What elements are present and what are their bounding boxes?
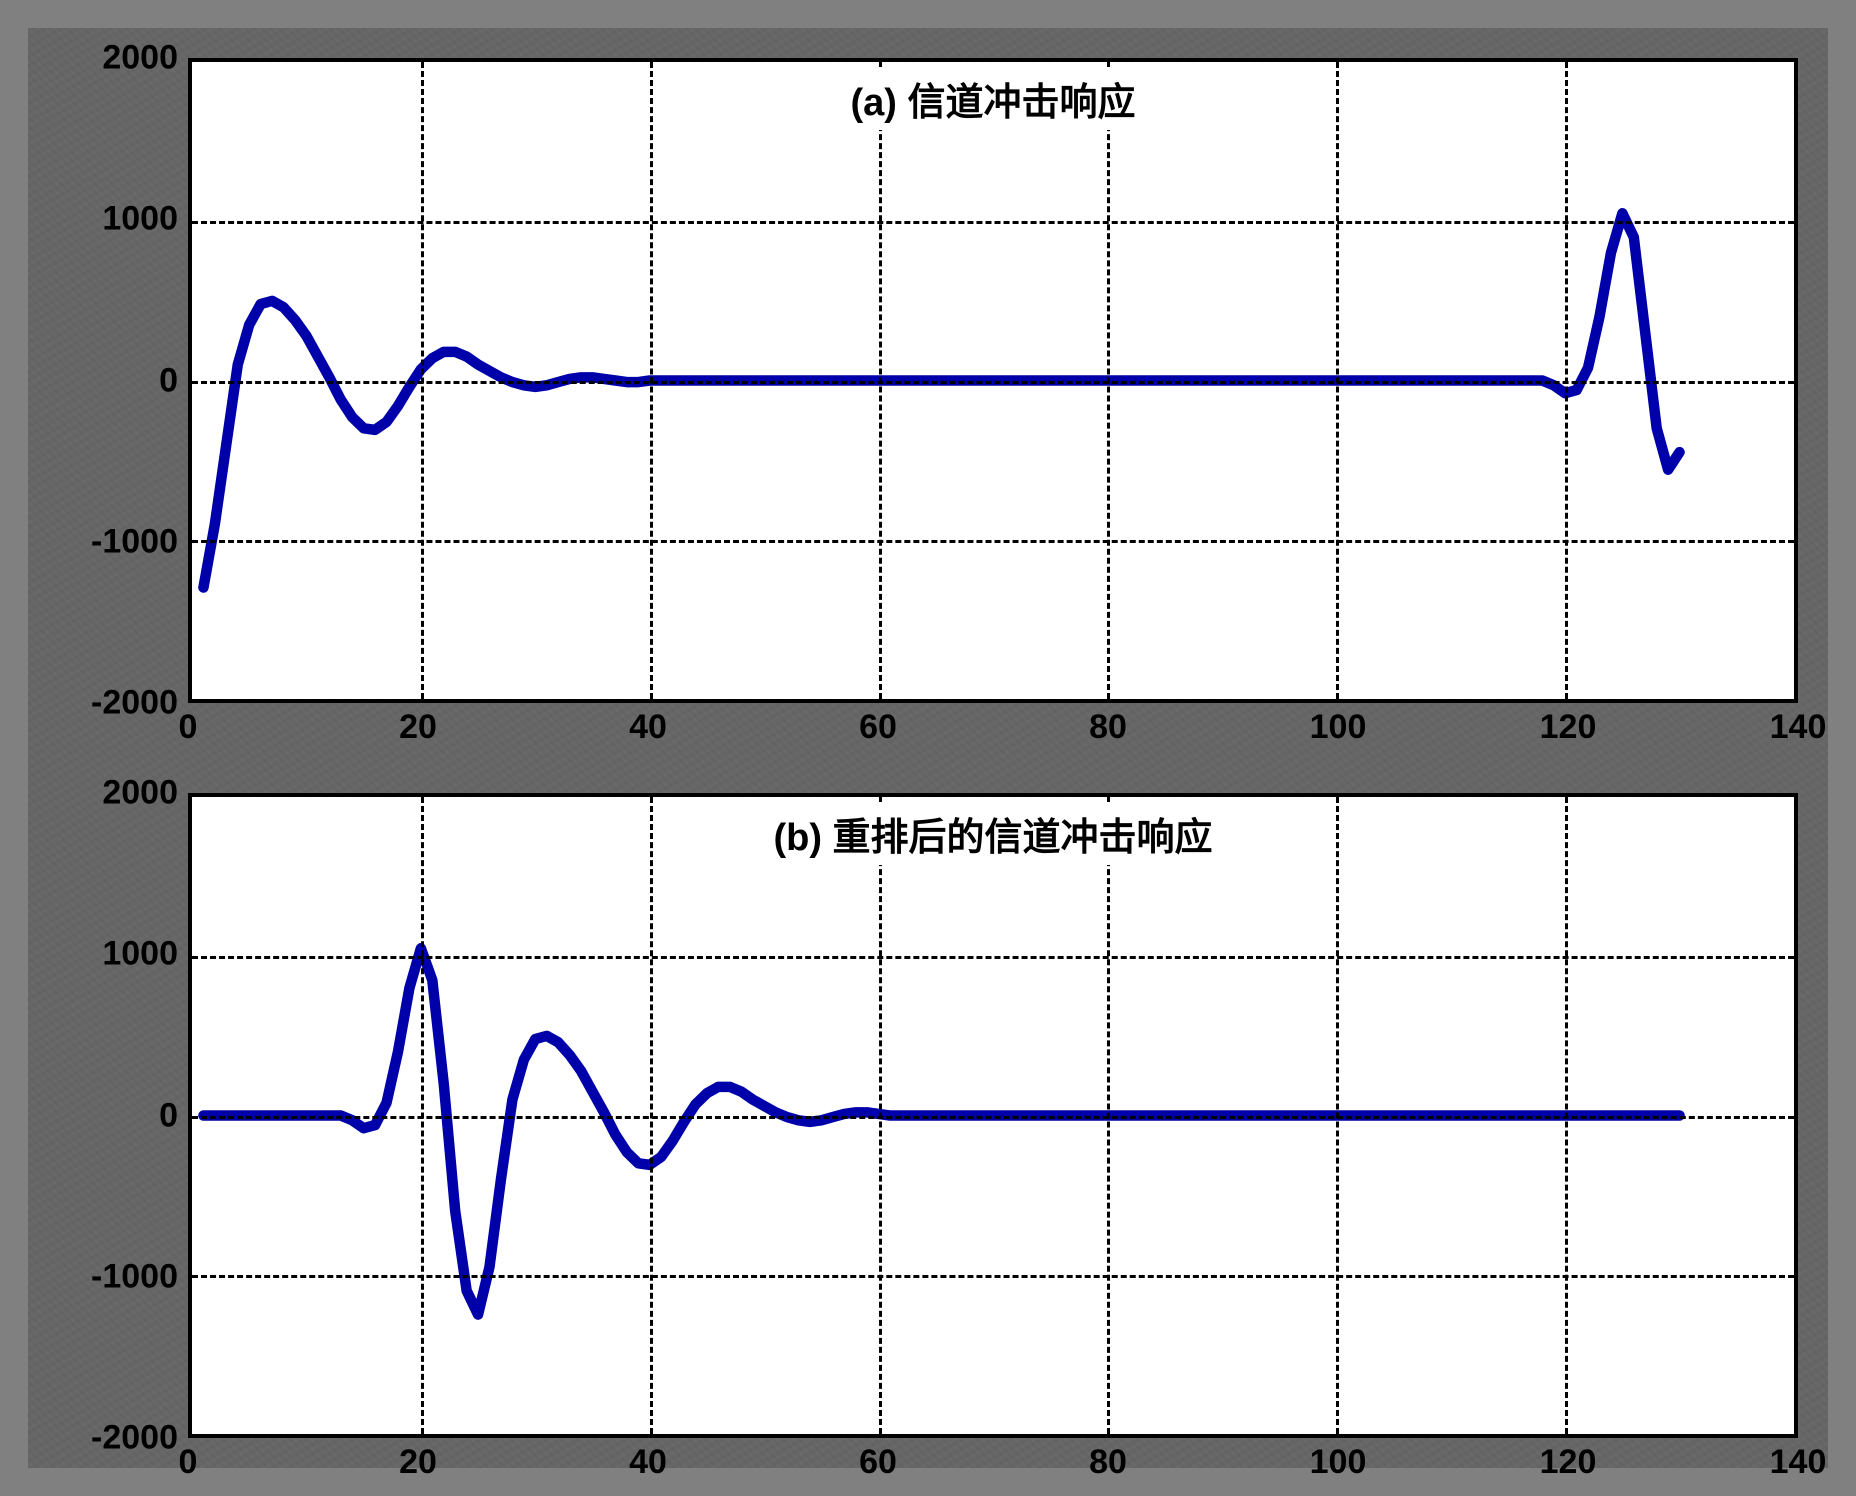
grid-line-vertical: [421, 62, 424, 699]
chart-b-line: [203, 948, 1679, 1314]
x-tick-label: 80: [1089, 708, 1127, 747]
y-tick-label: -2000: [91, 684, 178, 723]
grid-line-horizontal: [192, 540, 1794, 543]
chart-b-title: (b) 重排后的信道冲击响应: [759, 802, 1226, 865]
x-tick-label: 0: [179, 708, 198, 747]
grid-line-vertical: [421, 797, 424, 1434]
chart-a-panel: -2000-1000010002000 (a) 信道冲击响应 020406080…: [58, 58, 1798, 703]
y-tick-label: -2000: [91, 1419, 178, 1458]
chart-a-title: (a) 信道冲击响应: [836, 67, 1149, 130]
x-tick-label: 140: [1770, 1443, 1827, 1482]
grid-line-vertical: [1336, 797, 1339, 1434]
y-tick-label: 2000: [102, 39, 178, 78]
y-tick-label: 0: [159, 361, 178, 400]
x-tick-label: 40: [629, 708, 667, 747]
grid-line-horizontal: [192, 1275, 1794, 1278]
x-tick-label: 140: [1770, 708, 1827, 747]
grid-line-vertical: [879, 797, 882, 1434]
grid-line-vertical: [1336, 62, 1339, 699]
chart-b-y-axis: -2000-1000010002000: [58, 793, 188, 1438]
x-tick-label: 60: [859, 1443, 897, 1482]
y-tick-label: -1000: [91, 522, 178, 561]
grid-line-vertical: [1107, 62, 1110, 699]
grid-line-horizontal: [192, 1116, 1794, 1119]
panels-stack: -2000-1000010002000 (a) 信道冲击响应 020406080…: [58, 58, 1798, 1438]
grid-line-horizontal: [192, 381, 1794, 384]
grid-line-vertical: [650, 797, 653, 1434]
chart-a-x-axis: 020406080100120140: [188, 708, 1798, 758]
x-tick-label: 20: [399, 1443, 437, 1482]
grid-line-vertical: [1565, 797, 1568, 1434]
chart-a-plot-area: (a) 信道冲击响应: [188, 58, 1798, 703]
x-tick-label: 0: [179, 1443, 198, 1482]
y-tick-label: 2000: [102, 774, 178, 813]
x-tick-label: 60: [859, 708, 897, 747]
grid-line-horizontal: [192, 956, 1794, 959]
y-tick-label: -1000: [91, 1257, 178, 1296]
chart-a-line: [203, 213, 1679, 587]
x-tick-label: 100: [1310, 1443, 1367, 1482]
figure-container: -2000-1000010002000 (a) 信道冲击响应 020406080…: [28, 28, 1828, 1468]
grid-line-vertical: [1565, 62, 1568, 699]
grid-line-vertical: [879, 62, 882, 699]
x-tick-label: 120: [1540, 708, 1597, 747]
x-tick-label: 120: [1540, 1443, 1597, 1482]
chart-b-panel: -2000-1000010002000 (b) 重排后的信道冲击响应 02040…: [58, 793, 1798, 1438]
x-tick-label: 100: [1310, 708, 1367, 747]
chart-b-x-axis: 020406080100120140: [188, 1443, 1798, 1493]
x-tick-label: 80: [1089, 1443, 1127, 1482]
grid-line-horizontal: [192, 221, 1794, 224]
x-tick-label: 40: [629, 1443, 667, 1482]
y-tick-label: 0: [159, 1096, 178, 1135]
chart-b-plot-area: (b) 重排后的信道冲击响应: [188, 793, 1798, 1438]
y-tick-label: 1000: [102, 200, 178, 239]
grid-line-vertical: [1107, 797, 1110, 1434]
x-tick-label: 20: [399, 708, 437, 747]
grid-line-vertical: [650, 62, 653, 699]
y-tick-label: 1000: [102, 935, 178, 974]
chart-a-y-axis: -2000-1000010002000: [58, 58, 188, 703]
